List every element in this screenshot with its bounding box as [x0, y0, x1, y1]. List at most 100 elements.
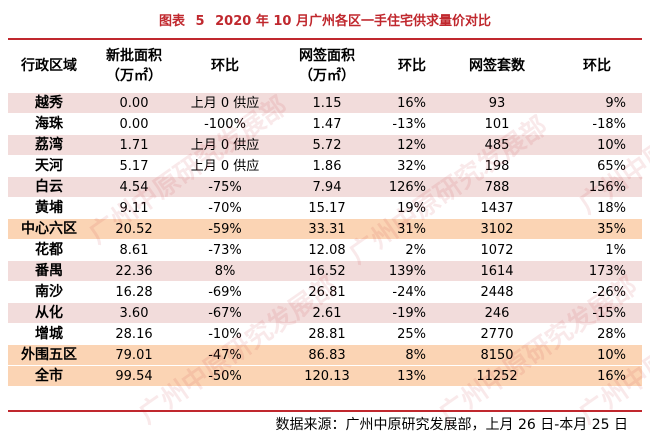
units-mom-cell: 18%	[597, 201, 626, 216]
signed-area-cell: 2.61	[312, 306, 342, 321]
data-source: 数据来源：广州中原研究发展部，上月 26 日-本月 25 日	[275, 417, 628, 433]
new-mom-cell: -69%	[208, 285, 242, 300]
new-area-cell: 0.00	[119, 117, 149, 132]
table-body: 越秀 0.00 上月 0 供应 1.15 16% 93 9% 海珠 0.00 -100% 1.47 -…	[8, 92, 642, 386]
units-mom-cell: 16%	[597, 369, 626, 384]
header-units-mom: 环比	[583, 58, 611, 74]
district-cell: 南沙	[35, 284, 63, 300]
signed-area-cell: 33.31	[308, 222, 346, 237]
units-cell: 2448	[480, 285, 514, 300]
top-rule	[8, 38, 642, 40]
table-row: 越秀 0.00 上月 0 供应 1.15 16% 93 9%	[8, 92, 642, 113]
new-area-cell: 5.17	[119, 159, 149, 174]
new-area-cell: 99.54	[115, 369, 153, 384]
new-mom-cell: -70%	[208, 201, 242, 216]
units-cell: 93	[488, 96, 506, 111]
units-mom-cell: 156%	[588, 180, 626, 195]
district-cell: 中心六区	[21, 221, 77, 237]
header-new-area: 新批面积 （万㎡）	[106, 48, 162, 84]
units-mom-cell: -18%	[592, 117, 626, 132]
figure-title: 图表 5 2020 年 10 月广州各区一手住宅供求量价对比	[0, 10, 650, 32]
table-row: 花都 8.61 -73% 12.08 2% 1072 1%	[8, 239, 642, 260]
units-cell: 1072	[480, 243, 514, 258]
new-mom-cell: -73%	[208, 243, 242, 258]
district-cell: 花都	[35, 242, 63, 258]
table-row: 荔湾 1.71 上月 0 供应 5.72 12% 485 10%	[8, 134, 642, 155]
signed-area-cell: 1.86	[312, 159, 342, 174]
signed-area-cell: 1.47	[312, 117, 342, 132]
units-cell: 11252	[476, 369, 518, 384]
bottom-rule	[8, 410, 642, 412]
units-mom-cell: 9%	[605, 96, 626, 111]
district-cell: 越秀	[35, 95, 63, 111]
signed-mom-cell: 8%	[405, 348, 426, 363]
signed-area-cell: 1.15	[312, 96, 342, 111]
units-cell: 198	[484, 159, 510, 174]
units-mom-cell: -26%	[592, 285, 626, 300]
signed-mom-cell: 12%	[397, 138, 426, 153]
table-row: 天河 5.17 上月 0 供应 1.86 32% 198 65%	[8, 155, 642, 176]
signed-area-cell: 12.08	[308, 243, 346, 258]
signed-area-cell: 86.83	[308, 348, 346, 363]
district-cell: 天河	[35, 158, 63, 174]
signed-area-cell: 15.17	[308, 201, 346, 216]
units-cell: 2770	[480, 327, 514, 342]
signed-mom-cell: -19%	[392, 306, 426, 321]
figure-title-prefix: 图表	[159, 14, 186, 29]
new-area-cell: 0.00	[119, 96, 149, 111]
header-signed-mom: 环比	[398, 58, 426, 74]
figure-title-number: 5	[195, 14, 205, 29]
signed-mom-cell: 32%	[397, 159, 426, 174]
table-header: 行政区域 新批面积 （万㎡） 环比 网签面积 （万㎡） 环比 网签套数 环比	[8, 40, 642, 92]
district-cell: 白云	[35, 179, 63, 195]
new-area-cell: 20.52	[115, 222, 153, 237]
signed-area-cell: 16.52	[308, 264, 346, 279]
new-area-cell: 3.60	[119, 306, 149, 321]
signed-area-cell: 120.13	[304, 369, 350, 384]
header-new-mom: 环比	[211, 58, 239, 74]
new-mom-cell: -59%	[208, 222, 242, 237]
figure-title-text: 2020 年 10 月广州各区一手住宅供求量价对比	[215, 14, 491, 29]
new-mom-cell: 上月 0 供应	[190, 159, 260, 174]
units-cell: 8150	[480, 348, 514, 363]
signed-mom-cell: 139%	[388, 264, 426, 279]
new-area-cell: 28.16	[115, 327, 153, 342]
new-mom-cell: 8%	[214, 264, 236, 279]
signed-mom-cell: 126%	[388, 180, 426, 195]
signed-area-cell: 7.94	[312, 180, 342, 195]
units-mom-cell: 1%	[605, 243, 626, 258]
units-cell: 788	[484, 180, 510, 195]
new-area-cell: 4.54	[119, 180, 149, 195]
units-cell: 101	[484, 117, 510, 132]
district-cell: 增城	[35, 326, 63, 342]
new-mom-cell: -67%	[208, 306, 242, 321]
new-mom-cell: -47%	[208, 348, 242, 363]
header-signed-units: 网签套数	[469, 58, 525, 74]
new-mom-cell: -75%	[208, 180, 242, 195]
units-mom-cell: 10%	[597, 348, 626, 363]
header-signed-area: 网签面积 （万㎡）	[299, 48, 355, 84]
units-cell: 246	[484, 306, 510, 321]
table-row: 番禺 22.36 8% 16.52 139% 1614 173%	[8, 260, 642, 281]
units-mom-cell: -15%	[592, 306, 626, 321]
signed-mom-cell: 16%	[397, 96, 426, 111]
new-area-cell: 1.71	[119, 138, 149, 153]
table-row: 海珠 0.00 -100% 1.47 -13% 101 -18%	[8, 113, 642, 134]
signed-mom-cell: 25%	[397, 327, 426, 342]
new-area-cell: 9.11	[119, 201, 149, 216]
header-district: 行政区域	[21, 58, 77, 74]
units-cell: 3102	[480, 222, 514, 237]
table-row: 增城 28.16 -10% 28.81 25% 2770 28%	[8, 323, 642, 344]
units-mom-cell: 10%	[597, 138, 626, 153]
new-mom-cell: 上月 0 供应	[190, 96, 260, 111]
signed-mom-cell: 2%	[405, 243, 426, 258]
units-cell: 1614	[480, 264, 514, 279]
table-row: 从化 3.60 -67% 2.61 -19% 246 -15%	[8, 302, 642, 323]
new-area-cell: 22.36	[115, 264, 153, 279]
table-row: 中心六区 20.52 -59% 33.31 31% 3102 35%	[8, 218, 642, 239]
new-mom-cell: -100%	[204, 117, 246, 132]
new-mom-cell: -10%	[208, 327, 242, 342]
new-area-cell: 8.61	[119, 243, 149, 258]
district-cell: 全市	[35, 368, 63, 384]
table-row: 外围五区 79.01 -47% 86.83 8% 8150 10%	[8, 344, 642, 365]
